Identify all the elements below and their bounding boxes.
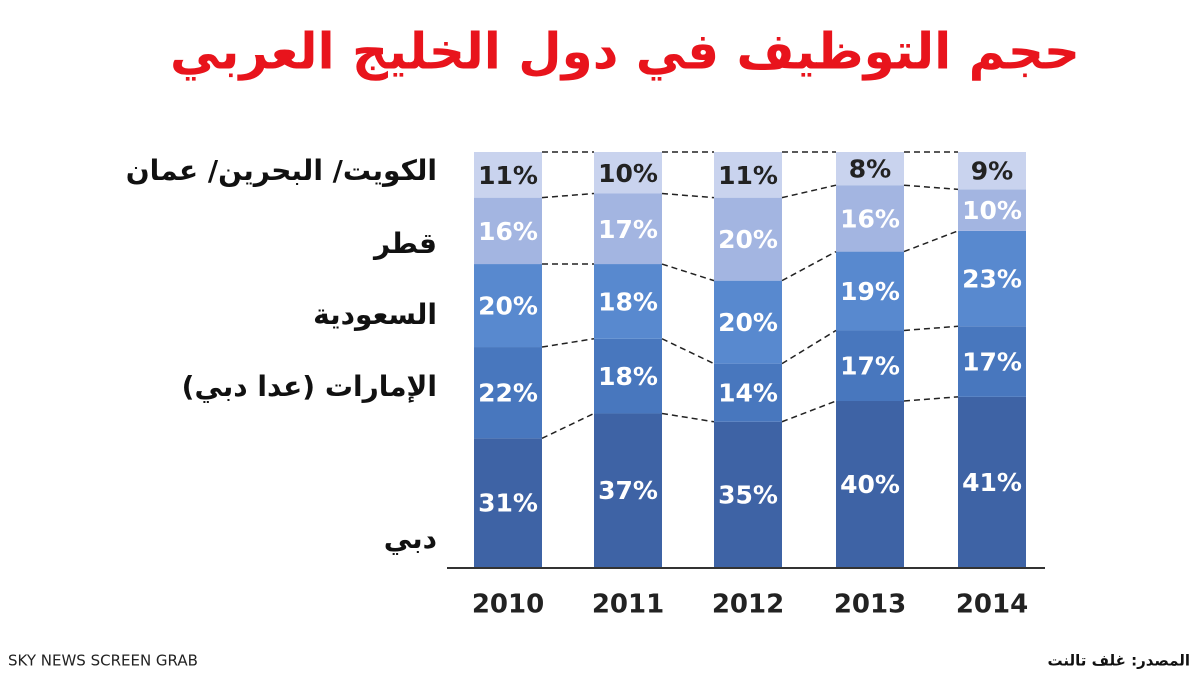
bar-segment [958,189,1026,231]
bar-segment [594,413,662,567]
value-label: 22% [478,379,538,408]
bar-segment [714,421,782,567]
bar-segment [474,152,542,198]
connector [661,338,715,365]
value-label: 19% [840,277,900,306]
bar-segment [714,363,782,422]
connector [661,192,715,199]
value-label: 16% [840,204,900,233]
bar-segment [594,264,662,339]
value-label: 17% [598,215,658,244]
value-label: 16% [478,217,538,246]
value-label: 35% [718,480,778,509]
connector [903,184,959,191]
legend-label: دبي [384,522,437,555]
legend-label: السعودية [313,298,437,331]
value-label: 20% [718,225,778,254]
source: المصدر: غلف تالنت [1048,652,1191,670]
connector [661,263,715,282]
bar-segment [958,326,1026,397]
value-label: 9% [971,157,1013,186]
value-label: 18% [598,287,658,316]
x-tick-label: 2012 [712,590,784,620]
value-label: 31% [478,489,538,518]
legend-label: الكويت/ البحرين/ عمان [126,154,437,187]
value-label: 20% [478,292,538,321]
connector [781,400,837,423]
value-label: 8% [849,155,891,184]
value-label: 18% [598,362,658,391]
bar-segment [836,401,904,567]
legend-label: الإمارات (عدا دبي) [182,370,437,403]
bar-segment [474,347,542,439]
credit: SKY NEWS SCREEN GRAB [8,652,198,670]
connector [781,329,837,365]
bar-segment [958,396,1026,567]
bar-segment [836,330,904,401]
connector [661,412,715,423]
value-label: 20% [718,308,778,337]
x-tick-label: 2011 [592,590,664,620]
bar-segment [474,197,542,265]
value-label: 23% [962,265,1022,294]
connector [541,412,595,440]
connector [781,184,837,199]
bar-segment [958,230,1026,327]
bar-segment [836,251,904,331]
value-label: 10% [598,159,658,188]
bar-segment [836,185,904,252]
value-label: 11% [718,161,778,190]
connector [903,396,959,402]
value-label: 41% [962,468,1022,497]
x-tick-label: 2010 [472,590,544,620]
value-label: 37% [598,476,658,505]
bar-segment [958,152,1026,190]
connector [903,230,959,253]
connector [903,325,959,332]
bar-segment [594,193,662,265]
bar-segment [474,264,542,348]
connector [541,192,595,199]
bar-segment [714,280,782,364]
value-label: 10% [962,196,1022,225]
connector [541,338,595,348]
chart-title: حجم التوظيف في دول الخليج العربي [170,23,1080,82]
x-tick-label: 2014 [956,590,1028,620]
value-label: 17% [962,348,1022,377]
value-label: 40% [840,470,900,499]
x-tick-label: 2013 [834,590,906,620]
legend-label: قطر [372,227,437,260]
value-label: 17% [840,352,900,381]
bar-segment [714,152,782,198]
bar-segment [474,438,542,567]
bar-segment [836,152,904,186]
value-label: 14% [718,379,778,408]
value-label: 11% [478,161,538,190]
bar-segment [714,197,782,281]
bar-segment [594,152,662,194]
connector [781,250,837,282]
bar-segment [594,338,662,414]
